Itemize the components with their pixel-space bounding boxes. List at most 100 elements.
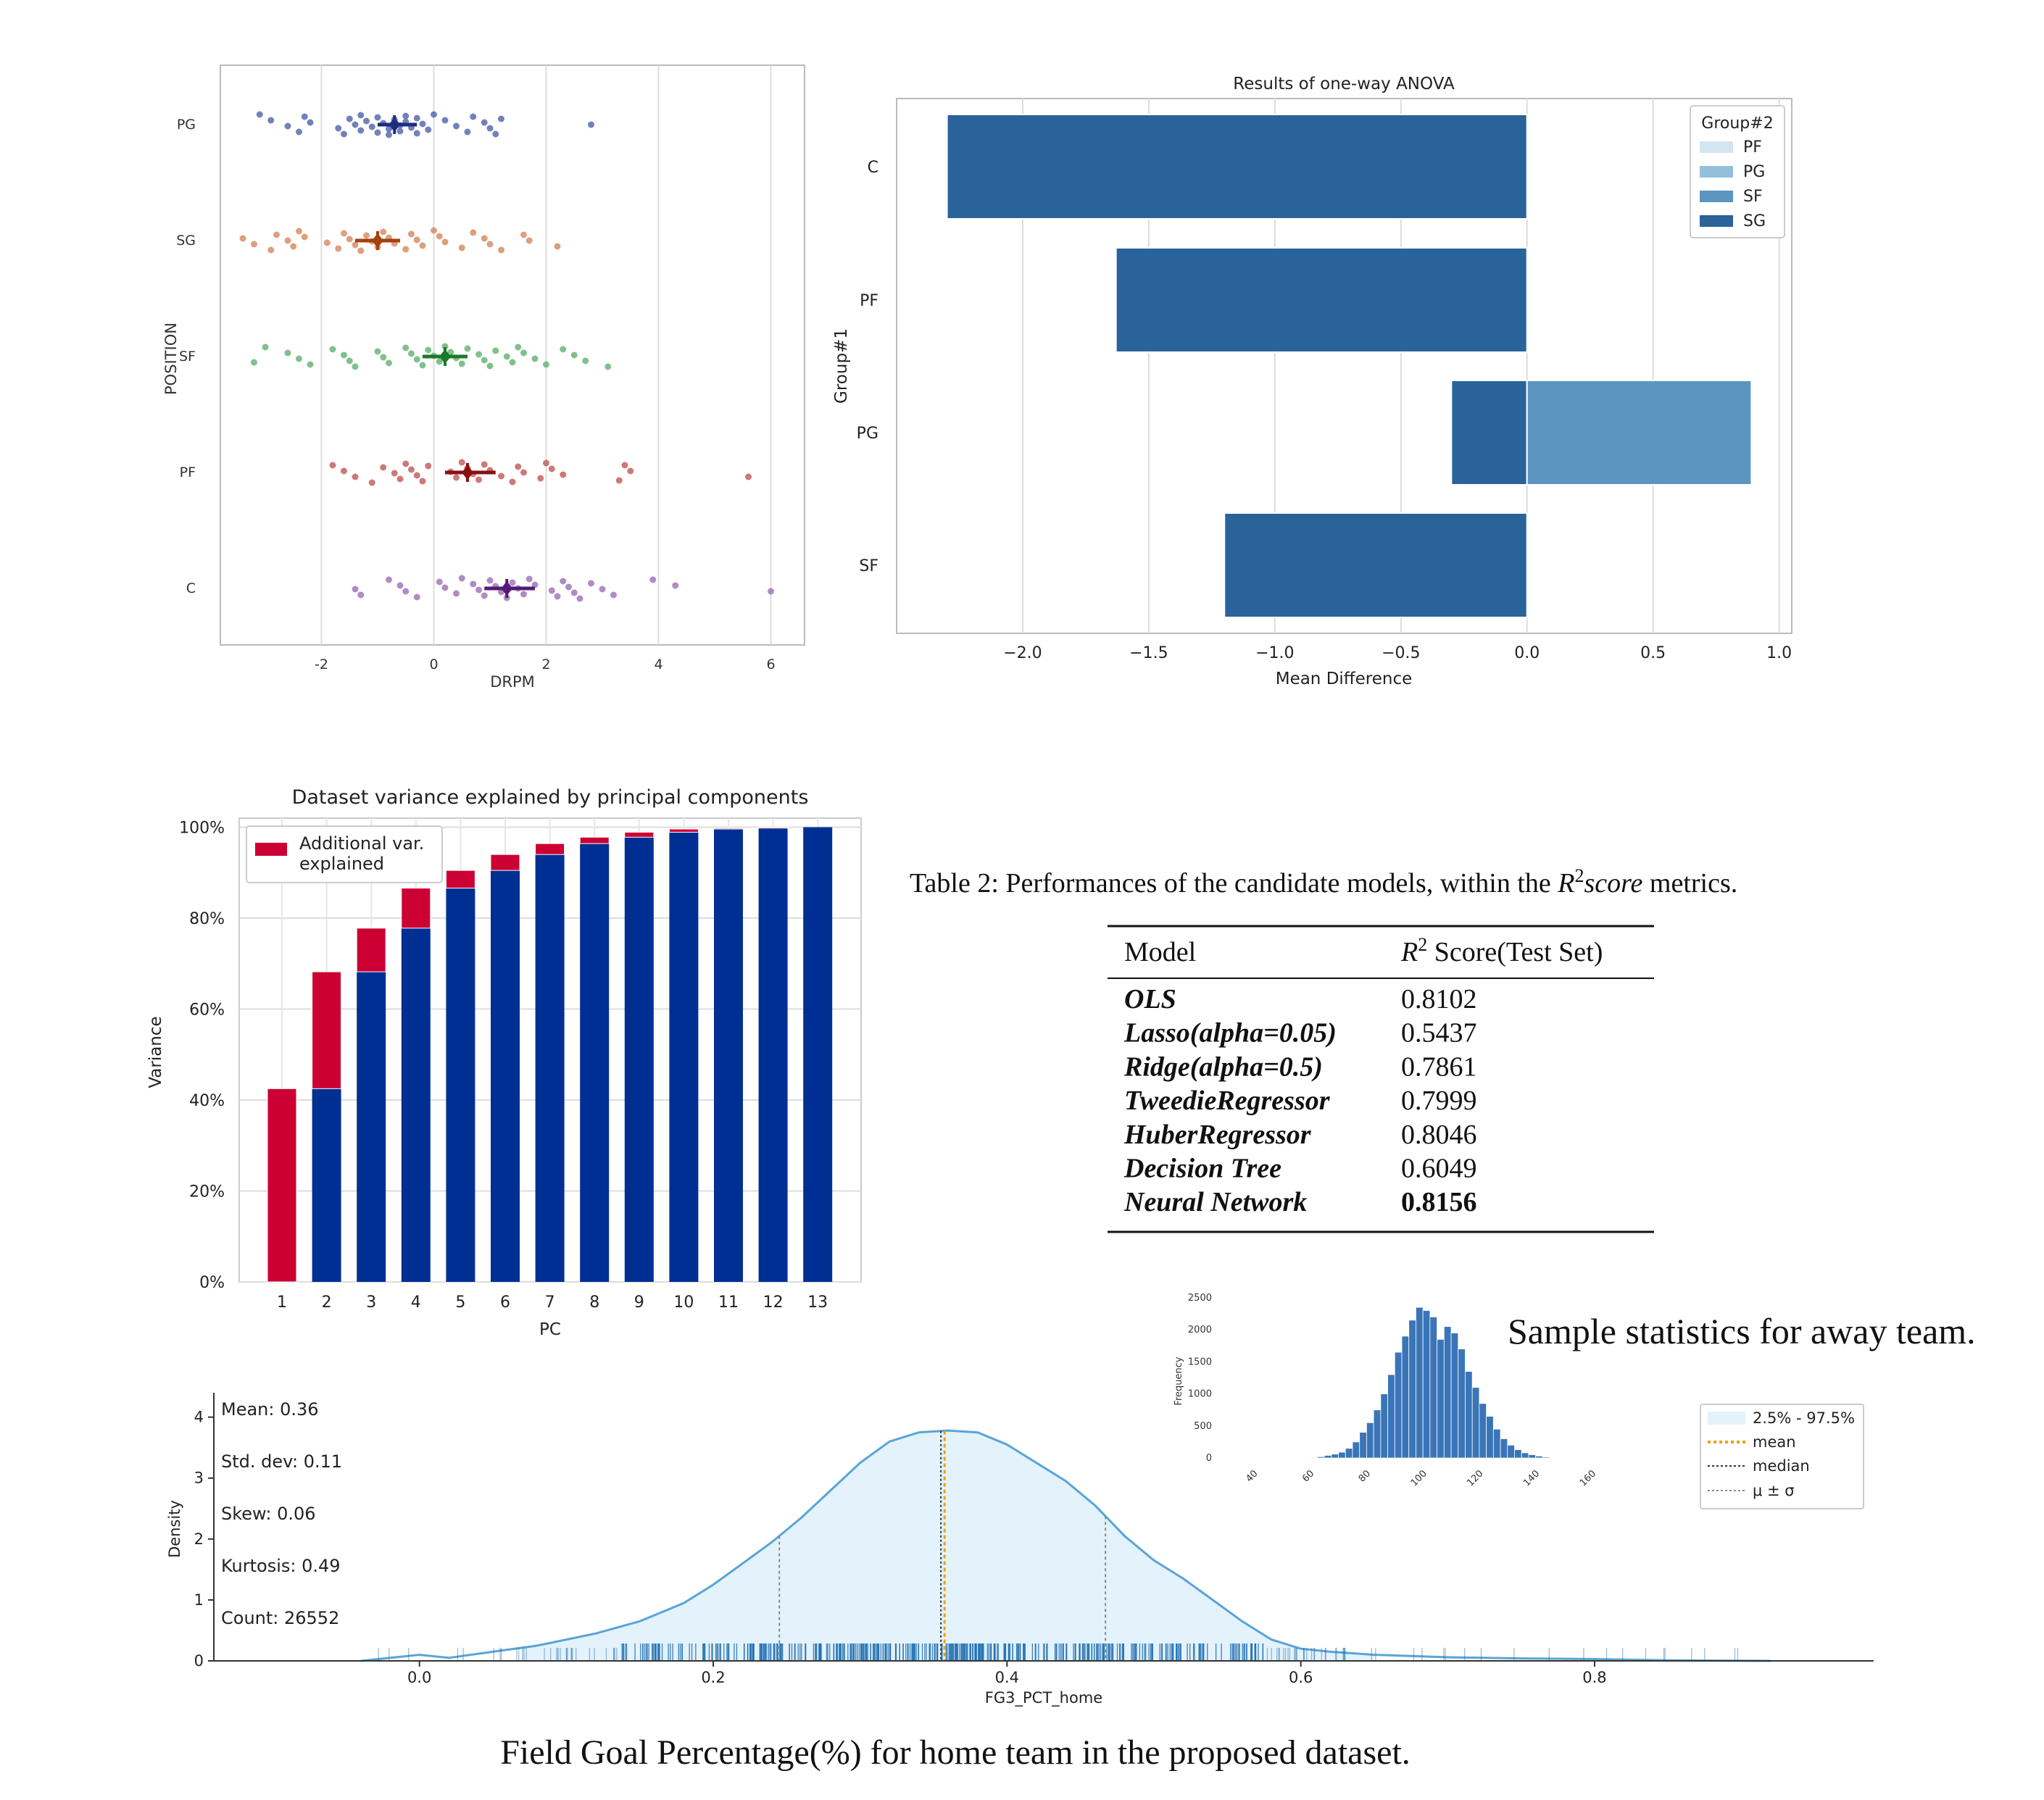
pca-xtick-label: 12 — [763, 1293, 784, 1312]
strip-point — [453, 122, 460, 130]
hist-bar — [1549, 1457, 1558, 1459]
hist-bar — [1450, 1333, 1459, 1459]
strip-point — [464, 345, 471, 352]
hist-bar — [1486, 1416, 1494, 1459]
table-caption-math-base: R — [1557, 868, 1574, 899]
pca-bar-cumulative — [803, 827, 833, 1282]
pca-xtick-label: 4 — [411, 1293, 421, 1312]
table-header-model: Model — [1124, 937, 1196, 967]
strip-point — [492, 130, 499, 138]
strip-point — [470, 229, 477, 236]
strip-point — [239, 235, 246, 242]
strip-ytick-label: PG — [177, 117, 196, 133]
anova-xtick-label: 0.5 — [1640, 644, 1666, 662]
anova-legend-label: PF — [1743, 138, 1762, 157]
strip-point — [525, 237, 533, 244]
density-legend-interval-swatch — [1708, 1412, 1745, 1425]
strip-point — [509, 359, 516, 366]
density-stat-label: Std. dev: 0.11 — [221, 1451, 342, 1472]
strip-point — [402, 112, 410, 120]
strip-point — [425, 462, 432, 470]
strip-point — [486, 125, 494, 132]
hist-bar — [1401, 1336, 1410, 1459]
strip-mean-marker — [462, 465, 473, 480]
hist-bar — [1387, 1374, 1395, 1459]
hist-ylabel: Frequency — [1173, 1357, 1184, 1405]
hist-bar — [1345, 1448, 1353, 1459]
hist-xtick-label: 140 — [1521, 1468, 1542, 1488]
table-header-score-base: R — [1400, 937, 1418, 967]
strip-point — [380, 354, 387, 361]
strip-point — [380, 464, 387, 471]
strip-point — [498, 472, 504, 480]
anova-bar — [1450, 380, 1528, 486]
pca-ytick-label: 100% — [179, 820, 225, 838]
strip-point — [396, 128, 404, 135]
table-row-model: Lasso(alpha=0.05) — [1123, 1018, 1337, 1049]
hist-ytick-label: 1000 — [1188, 1389, 1212, 1400]
strip-point — [357, 247, 365, 254]
strip-point — [374, 114, 381, 121]
pca-bar-additional — [445, 870, 475, 889]
hist-bar — [1373, 1409, 1382, 1459]
table-header-score-sup: 2 — [1418, 934, 1427, 955]
strip-point — [307, 119, 314, 126]
hist-ytick-label: 2000 — [1188, 1325, 1212, 1336]
strip-point — [352, 473, 359, 480]
pca-bar-additional — [490, 854, 520, 871]
strip-point — [408, 350, 415, 357]
strip-point — [560, 471, 567, 478]
strip-point — [576, 595, 583, 602]
hist-xtick-label: 120 — [1465, 1468, 1485, 1488]
strip-point — [481, 461, 488, 468]
strip-point — [588, 580, 594, 587]
strip-plot-frame — [220, 64, 805, 646]
strip-point — [498, 115, 504, 122]
strip-point — [357, 112, 365, 119]
strip-point — [256, 111, 263, 118]
pca-xtick-label: 7 — [545, 1293, 555, 1312]
strip-point — [352, 363, 359, 370]
strip-point — [352, 241, 359, 249]
strip-ytick-label: C — [186, 580, 196, 596]
density-curve — [360, 1429, 1771, 1662]
strip-point — [486, 241, 494, 248]
pca-bar-additional — [401, 888, 431, 929]
anova-ylabel: Group#1 — [832, 328, 851, 404]
strip-point — [436, 233, 443, 240]
strip-point — [627, 467, 634, 475]
strip-point — [341, 351, 347, 359]
table-caption-suffix: metrics. — [1642, 868, 1737, 899]
hist-bar — [1310, 1457, 1318, 1459]
hist-xtick-label: 40 — [1244, 1468, 1260, 1484]
pca-bar-cumulative — [758, 828, 788, 1282]
strip-point — [413, 114, 420, 122]
strip-xtick-label: -2 — [315, 657, 328, 672]
pca-ytick-label: 40% — [189, 1092, 225, 1110]
hist-bar — [1422, 1310, 1431, 1459]
hist-bar — [1352, 1441, 1360, 1459]
hist-bar — [1521, 1452, 1529, 1459]
strip-point — [543, 459, 549, 467]
pca-xtick-label: 6 — [500, 1293, 510, 1312]
hist-bar — [1366, 1422, 1374, 1459]
away-caption: Sample statistics for away team. — [1508, 1311, 1976, 1351]
hist-bar — [1359, 1432, 1367, 1459]
strip-point — [329, 346, 336, 353]
pca-bar-additional — [535, 843, 565, 855]
pca-xtick-label: 13 — [807, 1293, 828, 1312]
pca-ytick-label: 80% — [189, 910, 225, 928]
table-row-model: TweedieRegressor — [1124, 1086, 1331, 1116]
strip-point — [267, 246, 275, 254]
strip-point — [402, 344, 410, 351]
density-xtick-label: 0.2 — [701, 1669, 725, 1686]
strip-point — [413, 236, 420, 243]
pca-bar-cumulative — [669, 832, 699, 1282]
strip-point — [525, 575, 533, 583]
pca-bar-cumulative — [714, 829, 743, 1282]
strip-plot: -2 0 2 4 6 PG SG SF PF C DRPM POSITION — [162, 64, 805, 691]
hist-bar — [1542, 1457, 1550, 1459]
hist-bar — [1394, 1351, 1403, 1459]
strip-point — [413, 593, 420, 601]
